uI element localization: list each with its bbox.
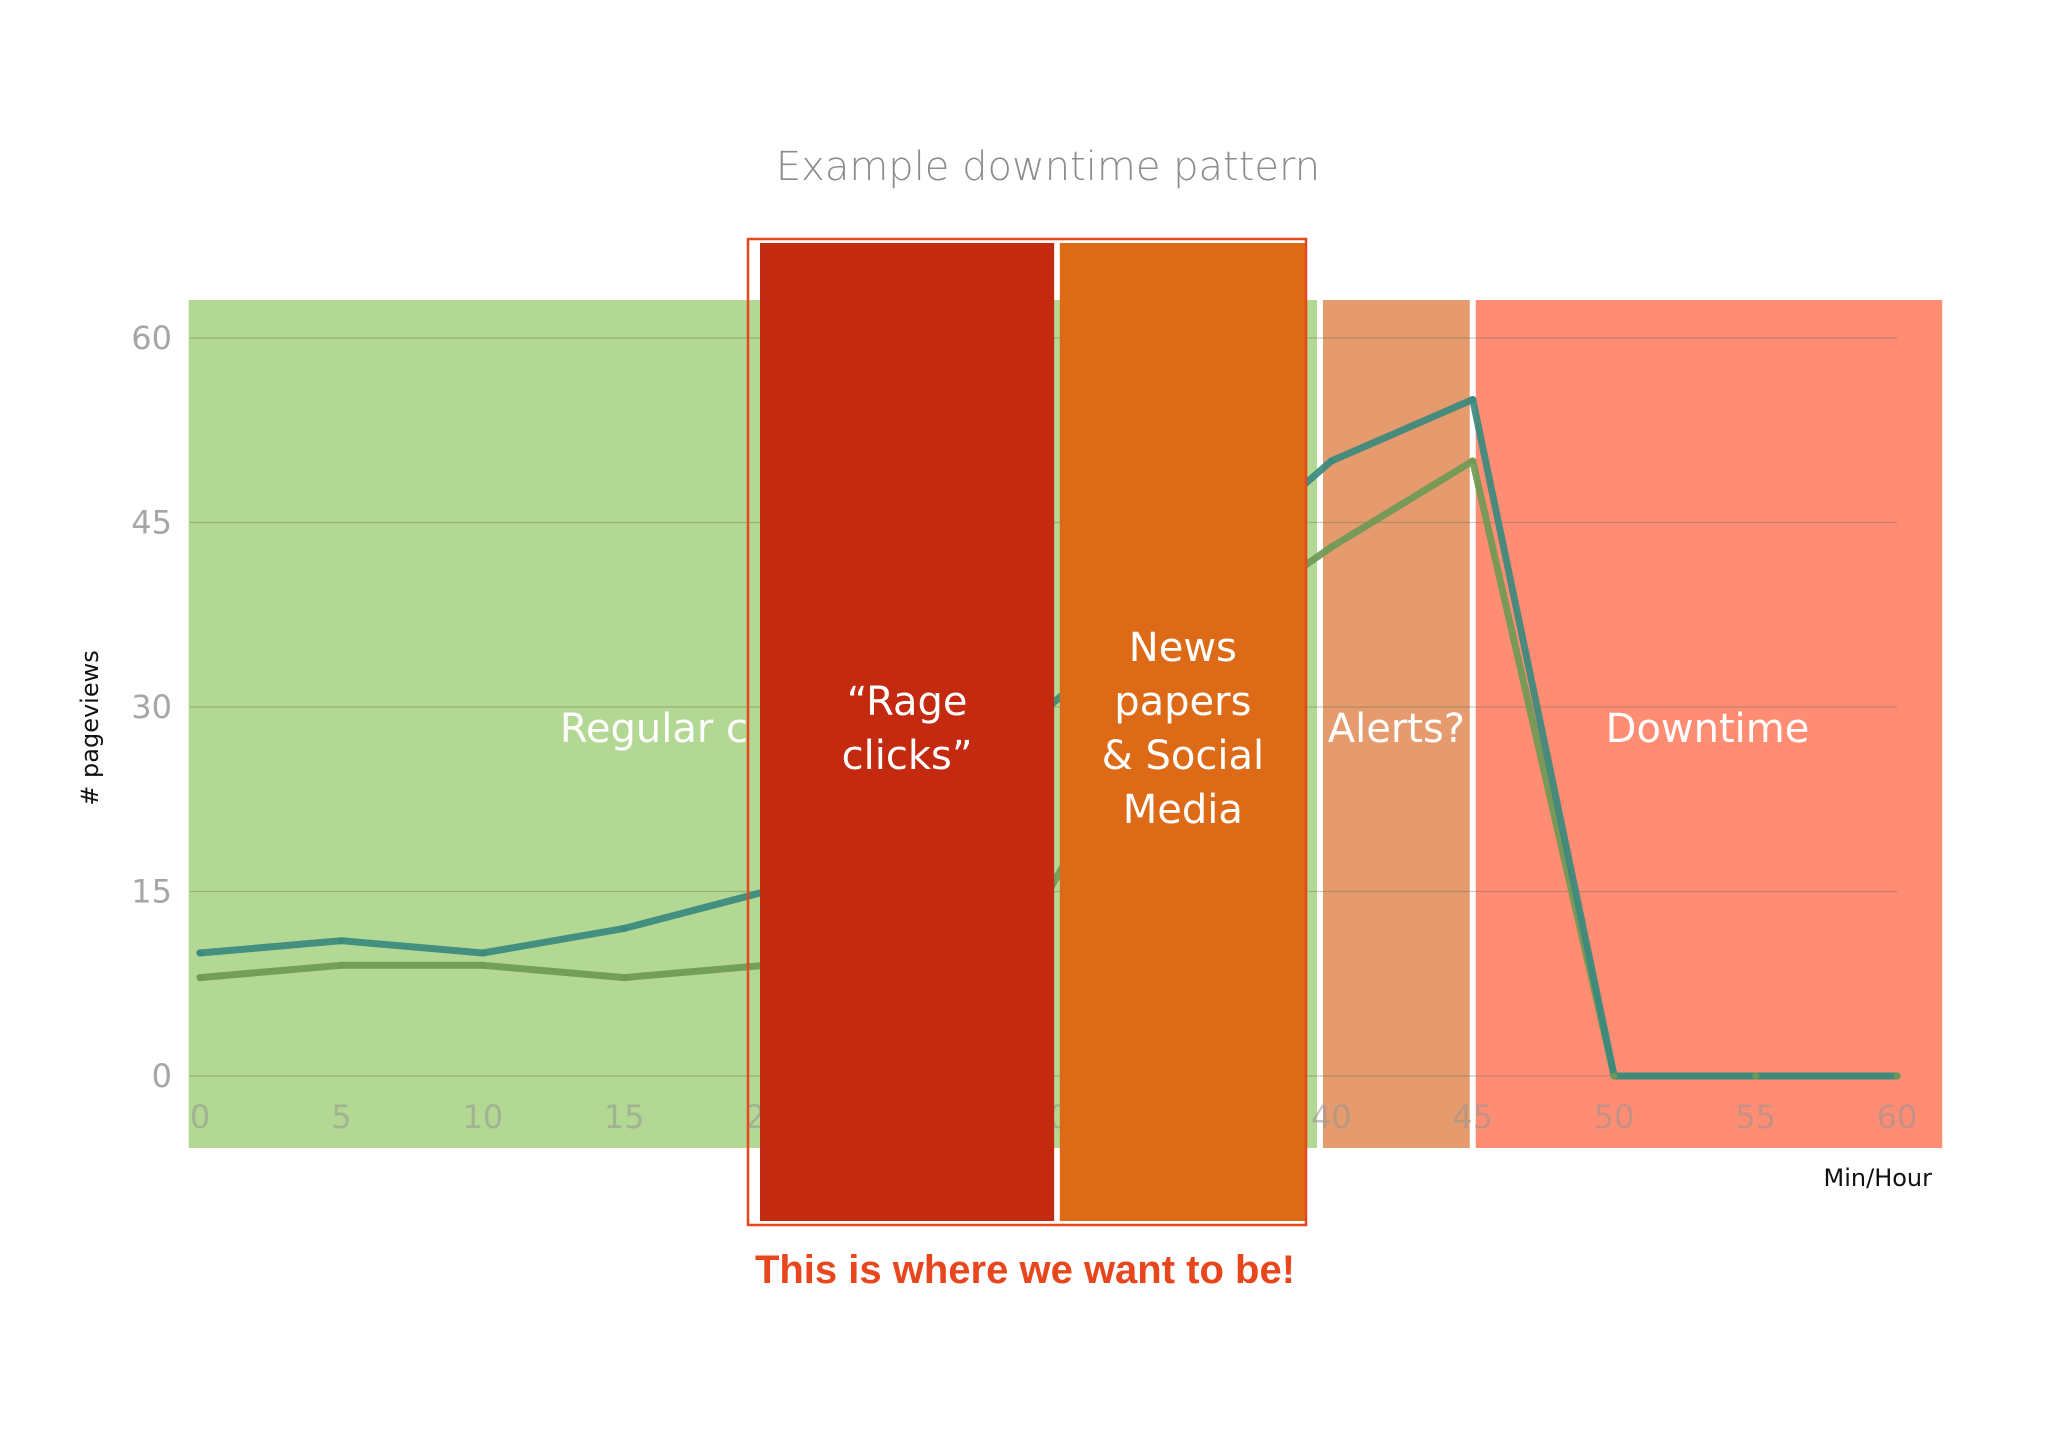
y-tick-label: 45 — [131, 504, 172, 542]
x-tick-label: 0 — [190, 1098, 210, 1136]
data-point-s0 — [337, 937, 345, 945]
y-tick-label: 0 — [152, 1057, 172, 1095]
data-point-s0 — [1469, 396, 1477, 403]
callout-text: This is where we want to be! — [755, 1248, 1295, 1292]
x-tick-label: 15 — [604, 1098, 645, 1136]
zone-band-1 — [1320, 300, 1473, 1148]
data-point-s0 — [479, 949, 487, 957]
y-axis-label: # pageviews — [76, 650, 104, 805]
highlight-panels — [760, 243, 1306, 1221]
zone-label-2: Downtime — [1606, 706, 1810, 752]
zone-band-2 — [1472, 300, 1943, 1148]
data-point-s1 — [1893, 1072, 1901, 1080]
x-tick-label: 60 — [1877, 1098, 1918, 1136]
data-point-s1 — [1327, 543, 1335, 551]
x-tick-label: 5 — [331, 1098, 351, 1136]
highlight-panel-1 — [1059, 243, 1306, 1221]
zone-separator — [1317, 300, 1324, 1148]
y-tick-label: 60 — [131, 319, 172, 357]
chart-title: Example downtime pattern — [776, 144, 1320, 190]
x-tick-label: 40 — [1311, 1098, 1352, 1136]
callout-frame — [746, 237, 1308, 1227]
zone-label-1: Alerts? — [1328, 706, 1465, 752]
highlight-label-1: News papers & Social Media — [1102, 625, 1265, 833]
zone-labels: “Rage clicks” News papers & Social Media Alert… — [842, 625, 1810, 833]
data-point-s1 — [1610, 1072, 1618, 1080]
zone-separator — [1469, 300, 1476, 1148]
x-axis-label: Min/Hour — [1824, 1164, 1933, 1192]
data-point-s1 — [1469, 457, 1477, 465]
x-tick-label: 10 — [462, 1098, 503, 1136]
y-tick-label: 15 — [131, 873, 172, 911]
zone-label-0: Regular c — [560, 706, 748, 752]
data-point-s1 — [479, 961, 487, 969]
data-point-s0 — [196, 949, 204, 957]
highlight-label-0: “Rage clicks” — [842, 679, 973, 779]
highlight-panel-0 — [760, 243, 1055, 1221]
x-tick-label: 50 — [1594, 1098, 1635, 1136]
y-tick-labels: 0 15 30 45 60 — [131, 319, 172, 1095]
y-tick-label: 30 — [131, 688, 172, 726]
data-point-s1 — [337, 961, 345, 969]
data-point-s1 — [620, 974, 628, 982]
data-point-s1 — [1752, 1072, 1760, 1080]
data-point-s1 — [196, 974, 204, 982]
x-tick-label: 55 — [1735, 1098, 1776, 1136]
x-tick-label: 45 — [1452, 1098, 1493, 1136]
data-point-s0 — [1327, 457, 1335, 465]
data-point-s0 — [620, 924, 628, 932]
